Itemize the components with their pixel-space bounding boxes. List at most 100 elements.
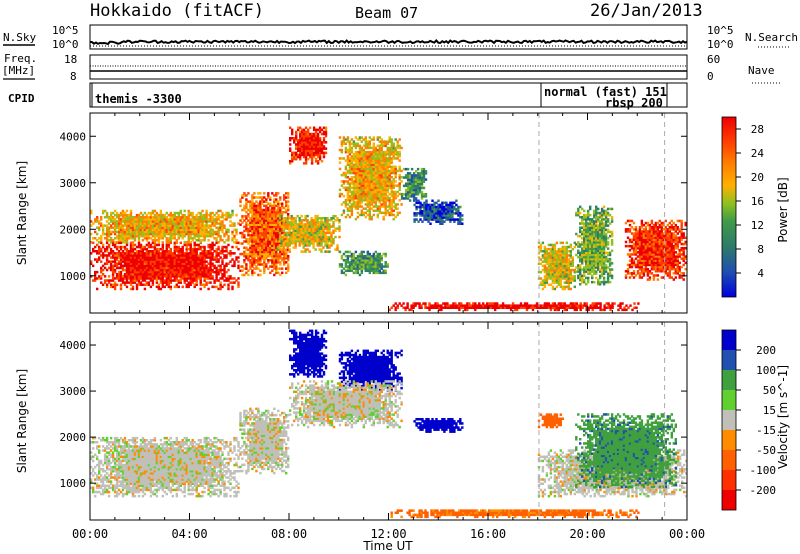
heatmap-cell — [185, 224, 188, 227]
heatmap-cell — [360, 167, 363, 171]
noise-panel-frame — [89, 24, 688, 50]
heatmap-cell — [209, 256, 212, 259]
heatmap-cell — [209, 250, 212, 253]
heatmap-cell — [366, 201, 369, 204]
heatmap-cell — [263, 242, 266, 245]
heatmap-cell — [374, 205, 377, 208]
heatmap-cell — [121, 232, 125, 236]
heatmap-cell — [129, 224, 133, 227]
heatmap-cell — [259, 242, 262, 245]
heatmap-cell — [344, 148, 348, 152]
heatmap-cell — [181, 285, 184, 289]
heatmap-cell — [422, 186, 426, 190]
heatmap-cell — [145, 243, 149, 247]
heatmap-cell — [384, 144, 387, 148]
heatmap-cell — [253, 257, 256, 260]
heatmap-cell — [543, 254, 547, 257]
heatmap-cell — [290, 217, 293, 220]
heatmap-cell — [157, 262, 161, 265]
heatmap-cell — [547, 260, 551, 263]
heatmap-cell — [191, 254, 194, 257]
heatmap-cell — [277, 261, 280, 264]
heatmap-cell — [207, 224, 210, 227]
heatmap-cell — [115, 234, 119, 238]
heatmap-cell — [137, 228, 141, 232]
heatmap-cell — [273, 219, 276, 222]
heatmap-cell — [167, 222, 170, 225]
heatmap-cell — [382, 215, 385, 219]
heatmap-cell — [189, 222, 192, 225]
heatmap-cell — [310, 145, 314, 148]
heatmap-cell — [406, 180, 410, 183]
heatmap-cell — [547, 283, 551, 286]
heatmap-cell — [96, 270, 99, 274]
heatmap-cell — [388, 192, 391, 196]
heatmap-cell — [175, 247, 178, 251]
heatmap-cell — [125, 270, 129, 274]
heatmap-cell — [107, 260, 111, 263]
heatmap-cell — [129, 264, 133, 268]
heatmap-cell — [342, 180, 346, 183]
heatmap-cell — [400, 169, 403, 173]
heatmap-cell — [555, 277, 559, 280]
heatmap-cell — [284, 223, 287, 226]
heatmap-cell — [171, 226, 174, 229]
heatmap-cell — [161, 224, 164, 227]
heatmap-cell — [149, 270, 153, 274]
heatmap-cell — [382, 161, 385, 164]
heatmap-cell — [227, 285, 230, 289]
heatmap-cell — [384, 254, 387, 258]
heatmap-cell — [251, 250, 254, 254]
heatmap-cell — [257, 217, 260, 220]
heatmap-cell — [404, 193, 408, 196]
heatmap-cell — [334, 248, 337, 251]
heatmap-cell — [211, 275, 214, 278]
heatmap-cell — [354, 144, 358, 148]
heatmap-cell — [195, 281, 198, 284]
heatmap-cell — [179, 222, 182, 225]
heatmap-cell — [275, 200, 278, 203]
heatmap-cell — [147, 266, 151, 270]
heatmap-cell — [413, 218, 416, 221]
heatmap-cell — [294, 219, 297, 222]
heatmap-cell — [455, 210, 458, 213]
heatmap-cell — [372, 161, 375, 164]
heatmap-cell — [386, 165, 389, 169]
heatmap-cell — [163, 220, 166, 223]
heatmap-cell — [199, 275, 202, 278]
heatmap-cell — [155, 220, 159, 223]
heatmap-cell — [314, 231, 317, 235]
heatmap-cell — [291, 151, 294, 155]
heatmap-cell — [364, 180, 367, 183]
heatmap-cell — [265, 221, 268, 224]
heatmap-cell — [243, 246, 246, 249]
heatmap-cell — [412, 184, 416, 188]
heatmap-cell — [189, 264, 192, 268]
heatmap-cell — [372, 184, 375, 187]
heatmap-cell — [157, 287, 161, 291]
heatmap-cell — [277, 221, 280, 224]
heatmap-cell — [219, 228, 222, 232]
heatmap-cell — [219, 209, 222, 213]
heatmap-cell — [100, 260, 103, 263]
heatmap-cell — [245, 229, 248, 233]
heatmap-cell — [185, 243, 188, 247]
heatmap-cell — [137, 258, 141, 261]
heatmap-cell — [145, 237, 149, 240]
heatmap-cell — [358, 161, 362, 164]
heatmap-cell — [211, 247, 214, 251]
heatmap-cell — [421, 212, 424, 215]
heatmap-cell — [406, 195, 410, 198]
heatmap-cell — [547, 266, 551, 270]
heatmap-cell — [227, 262, 230, 265]
heatmap-cell — [177, 211, 180, 215]
heatmap-cell — [445, 205, 448, 209]
heatmap-cell — [561, 287, 564, 291]
heatmap-cell — [328, 235, 331, 239]
heatmap-cell — [318, 139, 322, 142]
heatmap-cell — [129, 283, 133, 286]
heatmap-cell — [344, 263, 348, 266]
heatmap-cell — [364, 157, 367, 160]
heatmap-cell — [123, 262, 127, 265]
heatmap-cell — [169, 258, 172, 261]
